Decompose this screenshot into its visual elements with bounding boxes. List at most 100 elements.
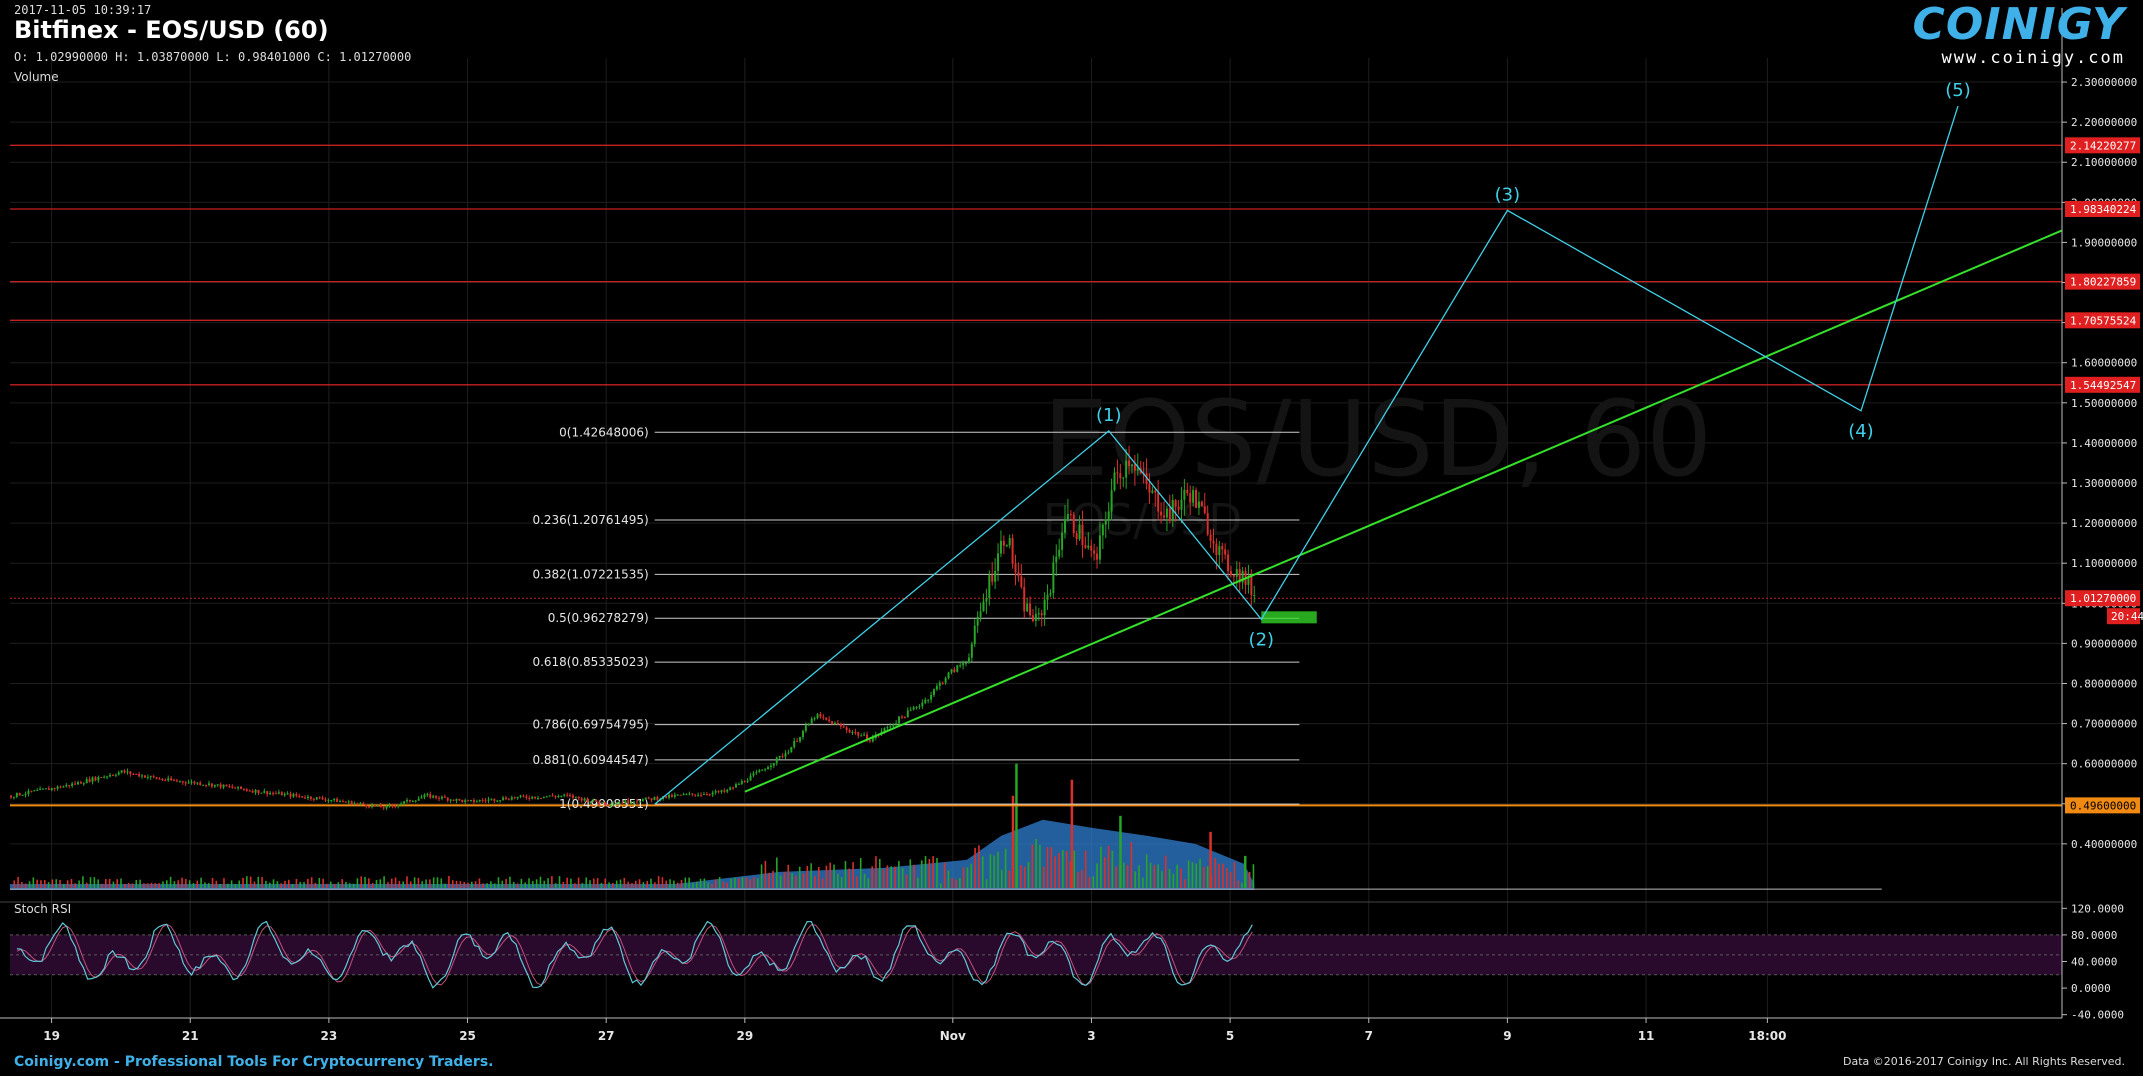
volume-bar — [974, 847, 976, 888]
volume-bar — [718, 877, 721, 888]
candle-body — [720, 790, 723, 793]
candle-body — [1058, 549, 1061, 557]
candle-body — [79, 782, 82, 784]
price-tick-label-16: 0.70000000 — [2071, 718, 2137, 731]
candle-body — [528, 797, 531, 799]
candle-body — [318, 797, 321, 799]
candle-body — [1197, 501, 1200, 508]
candle-body — [1061, 532, 1064, 550]
volume-bar — [318, 877, 321, 888]
candle-body — [839, 724, 842, 727]
volume-bar — [1130, 841, 1133, 888]
candle-body — [1235, 569, 1238, 577]
volume-bar — [1088, 876, 1091, 888]
volume-bar — [726, 882, 729, 888]
candle-body — [589, 801, 592, 803]
candle-body — [347, 801, 350, 803]
candle-body — [44, 788, 47, 790]
resistance-tag-1-text: 1.98340224 — [2070, 203, 2137, 216]
candle-body — [12, 796, 15, 798]
footer-tagline[interactable]: Coinigy.com - Professional Tools For Cry… — [14, 1054, 494, 1070]
time-tick-label-3: 25 — [459, 1029, 476, 1043]
volume-bar — [120, 878, 122, 888]
coinigy-logo[interactable]: COINIGY www.coinigy.com — [1913, 2, 2125, 69]
volume-bar — [303, 882, 305, 888]
volume-bar — [337, 882, 340, 888]
volume-bar — [371, 882, 374, 888]
volume-bar — [93, 877, 96, 888]
candle-body — [368, 806, 371, 808]
candle-body — [915, 707, 918, 709]
resistance-tag-2-bg — [2065, 273, 2140, 290]
volume-bar — [63, 883, 65, 888]
volume-bar — [1229, 871, 1232, 888]
candle-body — [1200, 501, 1203, 507]
volume-bar — [322, 878, 324, 888]
volume-bar — [463, 882, 465, 888]
volume-bar — [181, 877, 183, 888]
candle-body — [207, 783, 210, 785]
price-tick-label-1: 2.20000000 — [2071, 116, 2137, 129]
candle-body — [475, 801, 478, 803]
candle-body — [499, 800, 502, 802]
volume-bar — [1107, 845, 1110, 888]
volume-bar — [734, 877, 736, 888]
candle-body — [708, 794, 711, 796]
candle-body — [1168, 508, 1171, 522]
candle-body — [930, 694, 933, 700]
candle-body — [53, 788, 56, 790]
volume-bar — [368, 878, 370, 888]
volume-bar — [509, 876, 511, 888]
volume-bar — [939, 883, 942, 888]
candle-body — [976, 616, 979, 626]
candle-body — [537, 797, 540, 799]
candle-body — [682, 794, 685, 796]
candle-body — [504, 797, 507, 800]
volume-bar — [1077, 872, 1079, 888]
volume-bar — [268, 882, 271, 888]
volume-bar — [585, 877, 587, 888]
volume-bar — [436, 877, 439, 888]
volume-bar — [638, 879, 641, 888]
volume-bar — [760, 864, 763, 888]
candle-body — [388, 805, 391, 807]
volume-bar — [1042, 866, 1045, 888]
candle-body — [525, 796, 528, 798]
candle-body — [665, 796, 668, 798]
candle-body — [289, 793, 292, 797]
candle-body — [833, 722, 836, 725]
candle-body — [254, 789, 257, 793]
volume-bar — [1252, 864, 1255, 888]
candle-body — [1130, 464, 1133, 467]
volume-bar — [280, 883, 282, 888]
candle-body — [1186, 489, 1189, 494]
candle-body — [615, 803, 618, 805]
volume-bar — [310, 877, 313, 888]
candle-body — [1031, 615, 1034, 622]
candle-body — [432, 795, 435, 798]
volume-bar — [1100, 846, 1102, 888]
volume-bar — [730, 878, 732, 888]
volume-bar — [985, 879, 988, 888]
candle-body — [906, 710, 909, 718]
candlestick-series — [10, 445, 1256, 811]
candle-body — [551, 795, 554, 797]
volume-bar — [806, 865, 809, 888]
volume-bar — [207, 883, 210, 888]
candle-body — [848, 730, 851, 733]
candle-body — [560, 795, 563, 797]
volume-bar — [676, 882, 679, 888]
volume-bar — [192, 883, 195, 888]
candle-body — [577, 796, 580, 799]
candle-body — [1229, 571, 1232, 575]
candle-body — [382, 807, 385, 809]
candle-body — [912, 707, 915, 710]
volume-bar — [85, 882, 88, 888]
volume-bar — [162, 881, 164, 888]
candle-body — [810, 718, 813, 724]
volume-bar — [680, 879, 683, 888]
candle-body — [82, 783, 85, 785]
candle-body — [1043, 599, 1046, 616]
